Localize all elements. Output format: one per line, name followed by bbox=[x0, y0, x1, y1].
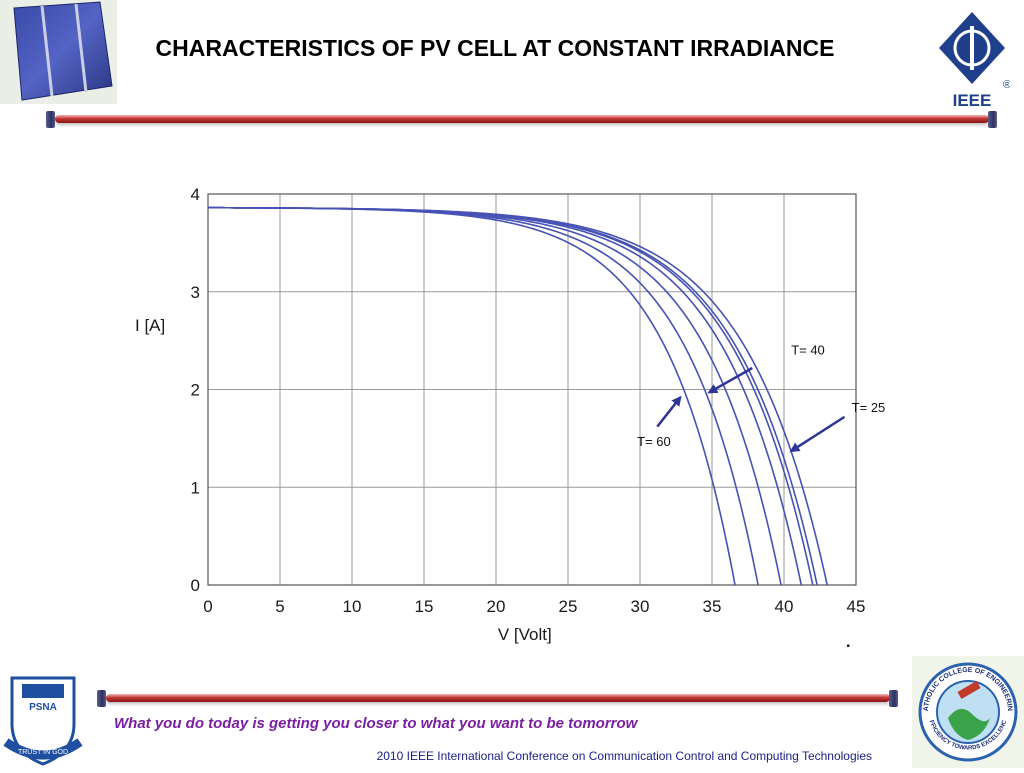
stray-mark: . bbox=[846, 632, 851, 651]
x-tick-label: 35 bbox=[703, 597, 722, 616]
solar-cell-icon bbox=[13, 1, 113, 101]
iv-curve bbox=[208, 206, 828, 586]
y-tick-label: 0 bbox=[191, 576, 200, 595]
x-tick-label: 0 bbox=[203, 597, 212, 616]
iv-characteristics-chart: 0 5 10 15 20 25 30 35 40 45 0 1 2 3 4 V [Volt] I [A] T= 4… bbox=[135, 185, 886, 651]
iv-curve bbox=[208, 206, 818, 586]
solar-cell-image bbox=[0, 0, 117, 104]
psna-logo-text: PSNA bbox=[29, 702, 57, 713]
bottom-divider-bar bbox=[106, 694, 890, 702]
ieee-logo-text: IEEE bbox=[953, 91, 992, 108]
plot-frame bbox=[207, 193, 857, 586]
ieee-reg-mark: ® bbox=[1003, 79, 1010, 91]
slide-tagline: What you do today is getting you closer … bbox=[114, 715, 638, 732]
annotation-label: T= 40 bbox=[791, 342, 825, 357]
annotation-label: T= 60 bbox=[637, 434, 671, 449]
college-seal-icon: CATHOLIC COLLEGE OF ENGINEERING EFFICIEN… bbox=[909, 651, 1018, 762]
iv-curve bbox=[208, 206, 759, 586]
ieee-logo: ® IEEE bbox=[935, 8, 1011, 110]
annotation-arrow bbox=[789, 415, 846, 453]
x-tick-label: 25 bbox=[559, 597, 578, 616]
top-bar-left-cap bbox=[46, 111, 55, 128]
x-tick-label: 5 bbox=[275, 597, 284, 616]
annotation-arrow bbox=[707, 366, 753, 394]
x-axis-label: V [Volt] bbox=[498, 625, 552, 644]
iv-curve bbox=[208, 206, 736, 586]
x-tick-label: 10 bbox=[343, 597, 362, 616]
ieee-diamond-icon: ® IEEE bbox=[939, 12, 1011, 110]
annotation-arrow bbox=[656, 395, 682, 428]
x-tick-label: 20 bbox=[487, 597, 506, 616]
annotation-label: T= 25 bbox=[852, 400, 886, 415]
x-tick-label: 45 bbox=[847, 597, 866, 616]
slide-title: CHARACTERISTICS OF PV CELL AT CONSTANT I… bbox=[155, 35, 835, 61]
catholic-college-logo: CATHOLIC COLLEGE OF ENGINEERING EFFICIEN… bbox=[909, 651, 1024, 768]
y-tick-label: 4 bbox=[191, 185, 200, 204]
y-tick-label: 2 bbox=[191, 381, 200, 400]
conference-footer: 2010 IEEE International Conference on Co… bbox=[376, 749, 872, 763]
x-tick-label: 15 bbox=[415, 597, 434, 616]
iv-curve bbox=[208, 206, 814, 586]
x-tick-label: 30 bbox=[631, 597, 650, 616]
iv-curve bbox=[208, 206, 782, 586]
y-axis-label: I [A] bbox=[135, 316, 165, 335]
bottom-bar-right-cap bbox=[889, 690, 898, 707]
psna-motto: TRUST IN GOD bbox=[18, 749, 68, 756]
top-divider-bar bbox=[55, 115, 989, 123]
x-tick-label: 40 bbox=[775, 597, 794, 616]
top-bar-right-cap bbox=[988, 111, 997, 128]
bottom-bar-left-cap bbox=[97, 690, 106, 707]
y-tick-label: 1 bbox=[191, 478, 200, 497]
psna-logo: PSNA TRUST IN GOD bbox=[0, 672, 86, 768]
y-tick-label: 3 bbox=[191, 283, 200, 302]
psna-crest-icon: PSNA TRUST IN GOD bbox=[3, 676, 83, 766]
